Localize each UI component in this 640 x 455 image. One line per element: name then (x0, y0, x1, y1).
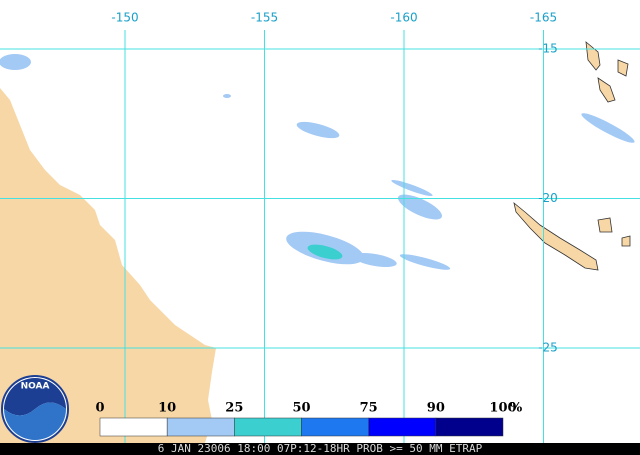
legend-label: 100 (489, 401, 516, 416)
grid (0, 30, 640, 443)
precip-area (399, 254, 451, 270)
legend-label: 0 (95, 401, 104, 416)
legend-label: 10 (158, 401, 176, 416)
land (513, 201, 599, 271)
precip-area (296, 121, 340, 139)
legend-unit: % (510, 401, 523, 416)
longitude-label: -160 (390, 11, 417, 25)
legend-swatch (99, 417, 168, 437)
precip-area (391, 179, 433, 197)
legend-swatch (166, 417, 235, 437)
precip-area (581, 113, 635, 143)
latitude-label: -25 (538, 341, 558, 355)
legend-swatch (301, 417, 369, 437)
caption-bar (0, 443, 640, 455)
latitude-label: -20 (538, 191, 558, 205)
legend-label: 50 (292, 401, 310, 416)
longitude-label: -150 (111, 11, 138, 25)
latitude-label: -15 (538, 42, 558, 56)
precip-area (223, 94, 231, 98)
precip-areas (0, 54, 635, 270)
longitude-label: -155 (251, 11, 278, 25)
precip-area (0, 54, 31, 70)
caption: 6 JAN 23006 18:00 07P:12-18HR PROB >= 50… (158, 442, 483, 455)
land (617, 59, 629, 77)
logo-text: NOAA (21, 382, 50, 392)
legend-swatch (368, 417, 437, 437)
legend-swatch (435, 417, 504, 437)
precip-area (397, 194, 443, 220)
longitude-label: -165 (530, 11, 557, 25)
legend: 0 10 25 50 75 90 100% (95, 401, 523, 437)
land (597, 217, 613, 233)
logo: NOAA (1, 375, 69, 443)
precip-area (307, 244, 343, 260)
legend-swatch (234, 417, 302, 437)
land (621, 235, 631, 247)
legend-label: 90 (427, 401, 445, 416)
labels: -150 -155 -160 -165 -15 -20 -25 (111, 11, 557, 355)
precip-area (353, 252, 397, 268)
legend-label: 25 (225, 401, 243, 416)
legend-label: 75 (360, 401, 378, 416)
land (597, 77, 616, 103)
land (0, 88, 216, 443)
